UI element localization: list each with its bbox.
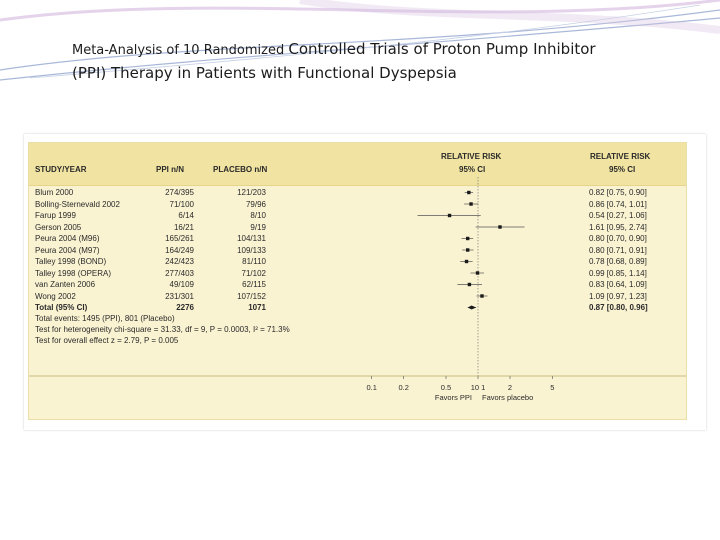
ppi-count: 16/21 <box>173 222 194 232</box>
relative-risk-value: 0.78 [0.68, 0.89] <box>589 257 647 266</box>
relative-risk-value: 1.61 [0.95, 2.74] <box>589 222 647 232</box>
ppi-count: 164/249 <box>165 245 194 255</box>
placebo-count: 62/115 <box>242 280 266 289</box>
relative-risk-value: 0.54 [0.27, 1.06] <box>589 211 647 220</box>
study-name: Peura 2004 (M96) <box>35 234 100 243</box>
ppi-count: 277/403 <box>165 268 194 278</box>
ppi-count: 274/395 <box>165 188 194 197</box>
footnote: Test for heterogeneity chi-square = 31.3… <box>35 324 290 334</box>
placebo-count: 107/152 <box>237 291 266 301</box>
total-diamond <box>467 305 477 310</box>
relative-risk-value: 0.82 [0.75, 0.90] <box>589 188 647 197</box>
header-rr-plot: RELATIVE RISK <box>441 152 502 161</box>
x-tick-label: 0.1 <box>366 383 376 392</box>
x-tick-label: 0.2 <box>398 383 408 392</box>
placebo-count: 9/19 <box>250 222 266 232</box>
relative-risk-value: 0.80 [0.71, 0.91] <box>589 245 647 255</box>
forest-plot-panel: STUDY/YEAR PPI n/N PLACEBO n/N RELATIVE … <box>28 142 687 420</box>
point-estimate-square <box>475 271 480 275</box>
ppi-count: 71/100 <box>169 199 194 209</box>
relative-risk-value: 1.09 [0.97, 1.23] <box>589 291 647 301</box>
x-tick-label: 5 <box>550 383 554 392</box>
point-estimate-square <box>467 282 472 287</box>
study-name: Blum 2000 <box>35 188 74 197</box>
x-tick-label: 10 1 <box>471 383 486 392</box>
header-rr-values: RELATIVE RISK <box>590 152 651 161</box>
point-estimate-square <box>498 225 502 229</box>
relative-risk-value: 0.99 [0.85, 1.14] <box>589 268 647 278</box>
point-estimate-square <box>467 190 471 195</box>
table-header: STUDY/YEAR PPI n/N PLACEBO n/N RELATIVE … <box>29 143 686 186</box>
ppi-count: 6/14 <box>178 211 194 220</box>
footnote: Total events: 1495 (PPI), 801 (Placebo) <box>35 313 175 323</box>
header-rr-plot-ci: 95% CI <box>459 165 486 174</box>
header-study-year: STUDY/YEAR <box>35 165 87 174</box>
placebo-count: 109/133 <box>237 245 266 255</box>
point-estimate-square <box>465 248 470 252</box>
study-name: Farup 1999 <box>35 211 76 220</box>
relative-risk-value: 0.83 [0.64, 1.09] <box>589 280 647 289</box>
slide-title: Meta-Analysis of 10 Randomized Controlle… <box>72 38 692 84</box>
ppi-count: 231/301 <box>165 291 194 301</box>
header-placebo: PLACEBO n/N <box>213 165 268 174</box>
study-name: van Zanten 2006 <box>35 280 96 289</box>
study-name: Total (95% CI) <box>35 303 88 312</box>
study-name: Peura 2004 (M97) <box>35 245 100 255</box>
point-estimate-square <box>447 213 452 218</box>
study-name: Talley 1998 (OPERA) <box>35 268 112 278</box>
study-name: Gerson 2005 <box>35 222 82 232</box>
x-tick-label: 0.5 <box>441 383 451 392</box>
slide-title-line2: (PPI) Therapy in Patients with Functiona… <box>72 64 457 82</box>
footnote: Test for overall effect z = 2.79, P = 0.… <box>35 335 179 345</box>
point-estimate-square <box>464 259 469 264</box>
placebo-count: 104/131 <box>237 234 266 243</box>
relative-risk-value: 0.86 [0.74, 1.01] <box>589 199 647 209</box>
placebo-count: 71/102 <box>241 268 266 278</box>
point-estimate-square <box>465 236 470 241</box>
ppi-count: 49/109 <box>169 280 194 289</box>
ppi-count: 242/423 <box>165 257 194 266</box>
ppi-count: 165/261 <box>165 234 194 243</box>
study-name: Talley 1998 (BOND) <box>35 257 107 266</box>
placebo-count: 1071 <box>248 303 266 312</box>
point-estimate-square <box>469 202 473 206</box>
x-tick-label: 2 <box>508 383 512 392</box>
header-ppi: PPI n/N <box>156 165 185 174</box>
ppi-count: 2276 <box>176 303 194 312</box>
study-name: Wong 2002 <box>35 291 76 301</box>
slide-title-line1-small: Meta-Analysis of 10 Randomized <box>72 43 285 58</box>
placebo-count: 81/110 <box>242 257 266 266</box>
placebo-count: 121/203 <box>237 188 266 197</box>
forest-plot: 0.1 0.2 0.5 10 1 2 5 Favors PPI Favors placebo <box>29 177 686 402</box>
decorative-swoosh <box>0 0 720 81</box>
header-rr-values-ci: 95% CI <box>609 165 636 174</box>
point-estimate-square <box>480 294 484 298</box>
slide-title-line1-large: Controlled Trials of Proton Pump Inhibit… <box>288 40 596 58</box>
study-name: Bolling-Sternevald 2002 <box>35 199 120 209</box>
favors-placebo-label: Favors placebo <box>482 393 533 402</box>
placebo-count: 8/10 <box>250 211 266 220</box>
favors-ppi-label: Favors PPI <box>435 393 472 402</box>
relative-risk-value: 0.80 [0.70, 0.90] <box>589 234 647 243</box>
placebo-count: 79/96 <box>245 199 266 209</box>
relative-risk-value: 0.87 [0.80, 0.96] <box>589 303 648 312</box>
